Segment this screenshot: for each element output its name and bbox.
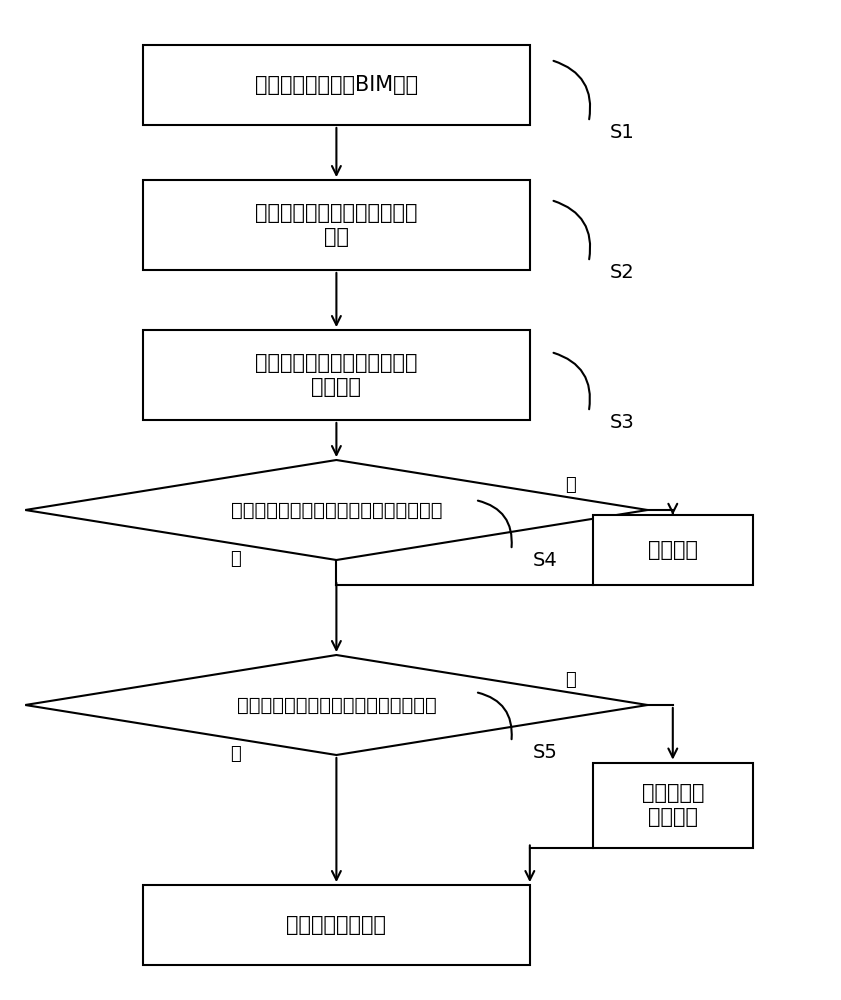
Text: 对比设计要求，判定构件是否符合要求: 对比设计要求，判定构件是否符合要求 [236, 696, 436, 714]
Text: 现场整改，
再次探伤: 现场整改， 再次探伤 [642, 783, 704, 827]
Text: 建立基于钢构件的BIM模型: 建立基于钢构件的BIM模型 [255, 75, 418, 95]
Polygon shape [25, 655, 648, 755]
Text: 否: 否 [230, 550, 241, 568]
Text: S4: S4 [532, 550, 557, 570]
Text: 结合现场施工进度计划，预警
探伤时间: 结合现场施工进度计划，预警 探伤时间 [255, 353, 418, 397]
FancyBboxPatch shape [593, 762, 753, 848]
Text: 输入所有焊缝的等级及需探伤
区域: 输入所有焊缝的等级及需探伤 区域 [255, 203, 418, 247]
Text: S2: S2 [610, 262, 634, 282]
Text: 在模型中输入焊缝信息，判定是否有遗漏: 在模型中输入焊缝信息，判定是否有遗漏 [230, 500, 442, 520]
FancyBboxPatch shape [143, 45, 530, 125]
Text: S5: S5 [532, 742, 558, 762]
Text: 进入下一施工步骤: 进入下一施工步骤 [287, 915, 386, 935]
FancyBboxPatch shape [593, 515, 753, 585]
FancyBboxPatch shape [143, 330, 530, 420]
Polygon shape [25, 460, 648, 560]
FancyBboxPatch shape [143, 180, 530, 270]
Text: S3: S3 [610, 412, 634, 432]
Text: 否: 否 [565, 671, 576, 689]
Text: 是: 是 [230, 745, 241, 763]
Text: 通知补探: 通知补探 [648, 540, 698, 560]
FancyBboxPatch shape [143, 885, 530, 965]
Text: 是: 是 [565, 476, 576, 494]
Text: S1: S1 [610, 122, 634, 141]
